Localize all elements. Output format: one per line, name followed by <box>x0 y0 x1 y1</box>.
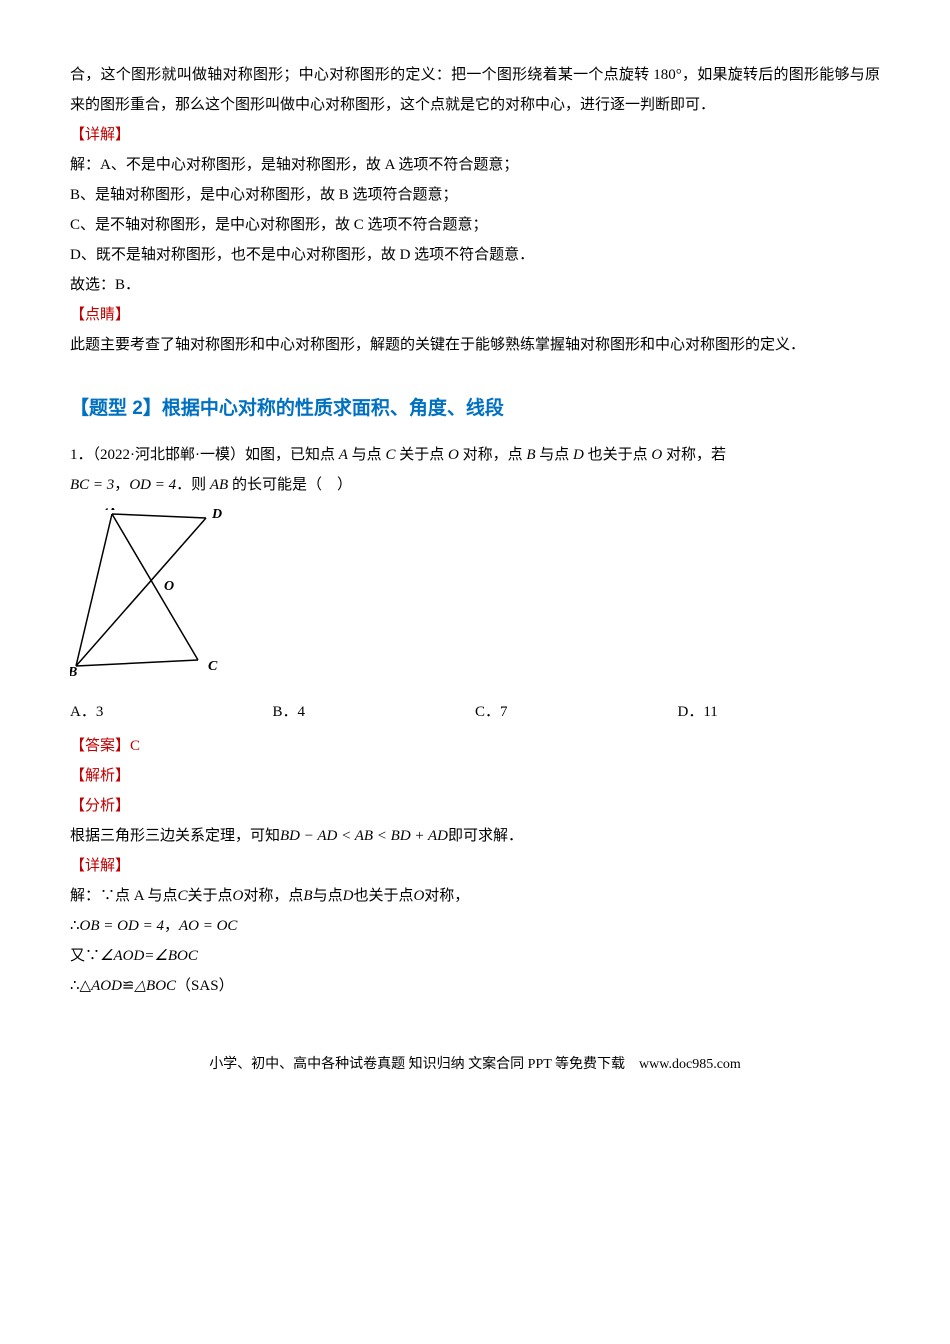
sol3-a: 又∵ <box>70 948 100 964</box>
q1-mid5: 也关于点 <box>584 447 652 463</box>
q1-mid1: 与点 <box>348 447 386 463</box>
tag-answer: 【答案】C <box>70 731 880 761</box>
question-1-line1: 1．（2022·河北邯郸·一模）如图，已知点 A 与点 C 关于点 O 对称，点… <box>70 440 880 470</box>
solution-line1: 解：∵点 A 与点C关于点O对称，点B与点D也关于点O对称， <box>70 881 880 911</box>
option-a: A．3 <box>70 697 273 727</box>
tag-dianqing: 【点睛】 <box>70 300 880 330</box>
fenxi-paragraph: 根据三角形三边关系定理，可知BD − AD < AB < BD + AD即可求解… <box>70 821 880 851</box>
fenxi-a: 根据三角形三边关系定理，可知 <box>70 828 280 844</box>
option-b: B．4 <box>273 697 476 727</box>
sol4-c: ≌ <box>122 978 135 994</box>
answer-options: A．3 B．4 C．7 D．11 <box>70 697 880 727</box>
tag-fenxi: 【分析】 <box>70 791 880 821</box>
sol4-b: AOD <box>91 978 122 994</box>
solution-line4: ∴△AOD≌△BOC（SAS） <box>70 971 880 1001</box>
svg-text:C: C <box>208 659 218 674</box>
page-footer: 小学、初中、高中各种试卷真题 知识归纳 文案合同 PPT 等免费下载 www.d… <box>70 1051 880 1079</box>
select-b: 故选：B． <box>70 270 880 300</box>
svg-text:B: B <box>70 665 77 678</box>
section-heading: 【题型 2】根据中心对称的性质求面积、角度、线段 <box>70 390 880 428</box>
sol1-g: 与点 <box>313 888 343 904</box>
q1-l2-f: 的长可能是（ ） <box>228 477 352 493</box>
diagram-svg: A D O B C <box>70 508 230 678</box>
svg-text:D: D <box>211 508 222 522</box>
sol2-d: AO = OC <box>179 918 237 934</box>
q1-pt-o: O <box>448 447 459 463</box>
svg-text:A: A <box>105 508 115 514</box>
sol1-c: 关于点 <box>188 888 233 904</box>
q1-pt-b: B <box>526 447 535 463</box>
option-c: C．7 <box>475 697 678 727</box>
sol1-d: O <box>233 888 244 904</box>
solution-line3: 又∵∠AOD=∠BOC <box>70 941 880 971</box>
tag-detail2: 【详解】 <box>70 851 880 881</box>
dianqing-paragraph: 此题主要考查了轴对称图形和中心对称图形，解题的关键在于能够熟练掌握轴对称图形和中… <box>70 330 880 360</box>
q1-pt-a: A <box>339 447 348 463</box>
sol3-b: ∠AOD=∠BOC <box>100 948 198 964</box>
option-d-line: D、既不是轴对称图形，也不是中心对称图形，故 D 选项不符合题意． <box>70 240 880 270</box>
q1-l2-bc: BC = 3 <box>70 477 114 493</box>
q1-prefix: 1．（2022·河北邯郸·一模）如图，已知点 <box>70 447 339 463</box>
page: 合，这个图形就叫做轴对称图形；中心对称图形的定义：把一个图形绕着某一个点旋转 1… <box>0 0 950 1119</box>
fenxi-c: 即可求解． <box>448 828 523 844</box>
sol2-a: ∴ <box>70 918 80 934</box>
option-c-line: C、是不轴对称图形，是中心对称图形，故 C 选项不符合题意； <box>70 210 880 240</box>
tag-detail: 【详解】 <box>70 120 880 150</box>
q1-pt-o2: O <box>651 447 662 463</box>
q1-mid4: 与点 <box>536 447 574 463</box>
geometry-diagram: A D O B C <box>70 508 880 689</box>
sol1-e: 对称，点 <box>243 888 303 904</box>
q1-l2-comma: ， <box>114 477 129 493</box>
option-a-line: 解：A、不是中心对称图形，是轴对称图形，故 A 选项不符合题意； <box>70 150 880 180</box>
q1-pt-c: C <box>385 447 395 463</box>
q1-mid3: 对称，点 <box>459 447 527 463</box>
sol2-c: ， <box>164 918 179 934</box>
sol1-h: D <box>343 888 354 904</box>
tag-jiexi: 【解析】 <box>70 761 880 791</box>
option-b-line: B、是轴对称图形，是中心对称图形，故 B 选项符合题意； <box>70 180 880 210</box>
sol1-b: C <box>178 888 188 904</box>
q1-pt-d: D <box>573 447 584 463</box>
question-1-line2: BC = 3，OD = 4．则 AB 的长可能是（ ） <box>70 470 880 500</box>
svg-text:O: O <box>164 579 174 594</box>
solution-line2: ∴OB = OD = 4，AO = OC <box>70 911 880 941</box>
sol4-e: （SAS） <box>176 978 234 994</box>
sol4-a: ∴△ <box>70 978 91 994</box>
q1-mid6: 对称，若 <box>662 447 726 463</box>
q1-l2-od: OD = 4 <box>129 477 176 493</box>
fenxi-b: BD − AD < AB < BD + AD <box>280 828 448 844</box>
q1-l2-ab: AB <box>210 477 228 493</box>
intro-paragraph: 合，这个图形就叫做轴对称图形；中心对称图形的定义：把一个图形绕着某一个点旋转 1… <box>70 60 880 120</box>
sol4-d: △BOC <box>135 978 177 994</box>
sol2-b: OB = OD = 4 <box>80 918 164 934</box>
sol1-j: O <box>413 888 424 904</box>
sol1-a: 解：∵点 A 与点 <box>70 888 178 904</box>
q1-mid2: 关于点 <box>395 447 448 463</box>
sol1-i: 也关于点 <box>353 888 413 904</box>
option-d: D．11 <box>678 697 881 727</box>
q1-l2-d: ．则 <box>176 477 210 493</box>
sol1-k: 对称， <box>424 888 469 904</box>
sol1-f: B <box>303 888 312 904</box>
